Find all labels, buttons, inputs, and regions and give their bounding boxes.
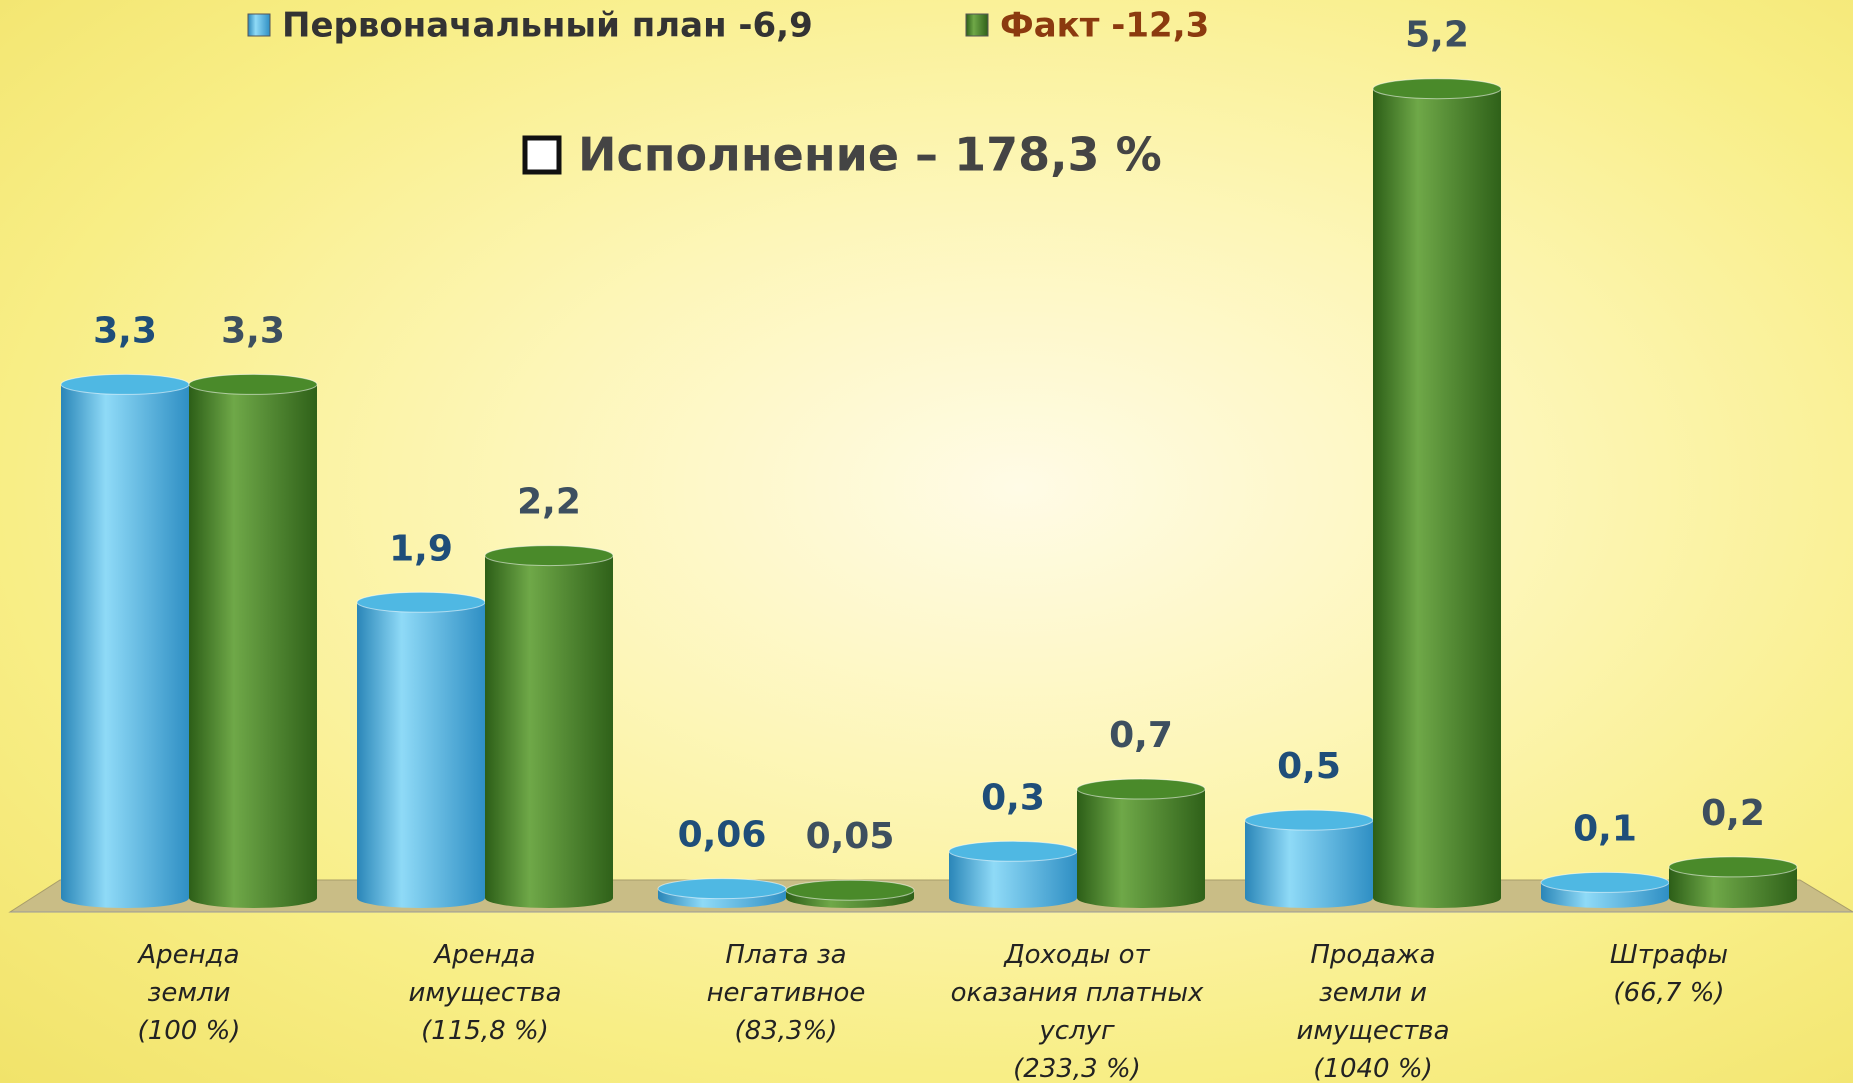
x-tick-label: Плата за негативное (83,3%) <box>706 940 866 1046</box>
bar-top <box>785 879 915 901</box>
bar-top <box>188 373 318 395</box>
bar-top <box>484 545 614 567</box>
bar <box>1076 778 1206 908</box>
x-tick-label: Аренда имущества (115,8 %) <box>408 940 562 1046</box>
value-label: 0,2 <box>1701 793 1765 834</box>
bar <box>1372 78 1502 908</box>
bar-top <box>948 840 1078 862</box>
legend-label: Факт -12,3 <box>1000 6 1209 46</box>
bar <box>657 878 787 908</box>
bar <box>484 545 614 908</box>
value-label: 0,7 <box>1109 715 1173 756</box>
bar-top <box>60 373 190 395</box>
bar <box>948 840 1078 908</box>
value-label: 5,2 <box>1405 15 1469 56</box>
bar-top <box>356 591 486 613</box>
legend-swatch <box>247 13 271 37</box>
legend-swatch <box>965 13 989 37</box>
value-label: 1,9 <box>389 528 453 569</box>
bar <box>1668 856 1798 908</box>
value-label: 0,05 <box>806 816 895 857</box>
bar <box>1540 871 1670 908</box>
bar-body <box>189 384 317 898</box>
value-label: 0,1 <box>1573 808 1637 849</box>
bar-body <box>1245 820 1373 898</box>
bar <box>356 591 486 908</box>
bar-top <box>1540 871 1670 893</box>
value-label: 0,3 <box>981 777 1045 818</box>
x-tick-label: Продажа земли и имущества (1040 %) <box>1296 940 1450 1083</box>
bar-top <box>1372 78 1502 100</box>
bar-body <box>1373 88 1501 898</box>
bar <box>785 879 915 908</box>
bar-top <box>1076 778 1206 800</box>
x-tick-label: Доходы от оказания платных услуг (233,3 … <box>950 940 1204 1083</box>
value-label: 3,3 <box>93 310 157 351</box>
value-label: 0,06 <box>678 815 767 856</box>
title-checkbox <box>522 135 562 175</box>
bar <box>1244 809 1374 908</box>
bar-body <box>1077 789 1205 898</box>
value-label: 0,5 <box>1277 746 1341 787</box>
value-label: 3,3 <box>221 310 285 351</box>
bar-body <box>485 555 613 898</box>
bar <box>60 373 190 908</box>
bar-top <box>1244 809 1374 831</box>
chart-title: Исполнение – 178,3 % <box>578 128 1162 182</box>
bar <box>188 373 318 908</box>
legend-label: Первоначальный план -6,9 <box>282 6 813 46</box>
value-label: 2,2 <box>517 482 581 523</box>
x-tick-label: Аренда земли (100 %) <box>137 940 241 1046</box>
bar-body <box>61 384 189 898</box>
bar-body <box>357 602 485 898</box>
x-tick-label: Штрафы (66,7 %) <box>1609 940 1729 1008</box>
bar-top <box>1668 856 1798 878</box>
bar-top <box>657 878 787 900</box>
